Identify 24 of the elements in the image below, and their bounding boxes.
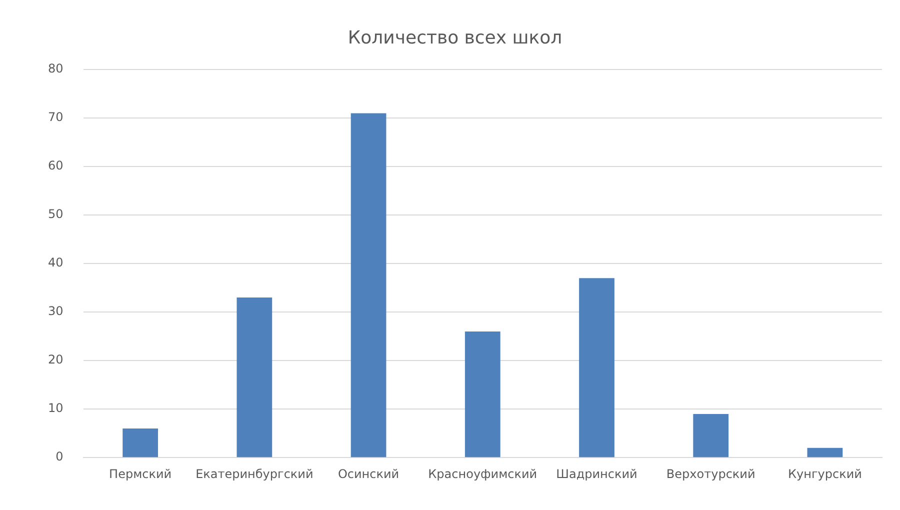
y-tick-label: 70 xyxy=(48,110,64,124)
x-tick-label: Кунгурский xyxy=(788,466,862,481)
y-tick-label: 30 xyxy=(48,304,64,318)
x-tick-label: Екатеринбургский xyxy=(196,466,314,481)
y-tick-label: 60 xyxy=(48,158,64,173)
y-tick-label: 10 xyxy=(48,401,64,416)
y-tick-label: 50 xyxy=(48,207,64,222)
bar xyxy=(464,332,500,458)
y-tick-label: 80 xyxy=(48,62,64,76)
bar xyxy=(807,448,843,458)
bar xyxy=(579,278,614,458)
y-tick-label: 20 xyxy=(48,352,64,367)
x-tick-label: Осинский xyxy=(338,466,400,481)
y-tick-label: 0 xyxy=(56,450,64,464)
y-tick-label: 40 xyxy=(48,256,64,270)
bar xyxy=(236,298,272,458)
x-tick-label: Шадринский xyxy=(556,466,638,481)
bar xyxy=(693,414,729,458)
x-tick-label: Верхотурский xyxy=(666,466,756,481)
chart-title: Количество всех школ xyxy=(348,27,562,48)
x-tick-label: Красноуфимский xyxy=(428,466,538,481)
bar xyxy=(350,113,386,458)
x-tick-label: Пермский xyxy=(109,466,172,481)
bar xyxy=(122,428,158,458)
